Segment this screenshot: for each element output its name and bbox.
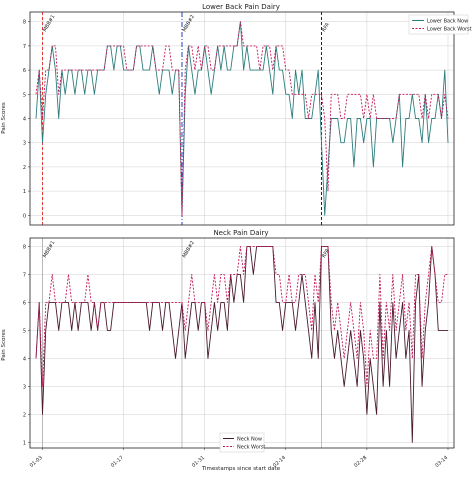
x-tick-label: 03-14 [434,455,449,469]
y-tick-label: 3 [23,141,26,147]
x-axis-label: Timestamps since start date [201,466,281,472]
y-tick-label: 8 [23,244,26,250]
neck-legend: Neck Now Neck Worst [219,432,265,453]
x-tick-label: 01-03 [29,455,44,469]
event-label: RFA [321,247,331,259]
series-line [35,245,448,443]
y-tick-label: 6 [23,68,26,74]
x-tick-label: 02-28 [353,455,368,469]
y-tick-label: 4 [23,356,26,362]
y-tick-label: 8 [23,20,26,26]
y-tick-label: 5 [23,328,26,334]
x-tick-label: 01-17 [110,455,125,469]
neck-title: Neck Pain Dairy [213,229,268,237]
plot-frame [29,237,455,449]
series-line [35,21,449,216]
neck-panel: Neck Pain Dairy Pain Scores Timestamps s… [1,229,455,472]
lower-back-ylabel: Pain Scores [1,102,7,134]
y-tick-label: 7 [23,272,26,278]
event-label: MBB#2 [182,14,196,33]
event-label: MBB#2 [182,240,196,259]
legend-box [219,432,265,453]
y-tick-label: 3 [23,384,26,390]
y-tick-label: 0 [23,213,26,219]
series-line [35,245,448,387]
neck-ylabel: Pain Scores [1,329,7,361]
legend-label-now: Lower Back Now [427,19,468,25]
y-tick-label: 6 [23,300,26,306]
legend-box [408,14,469,35]
y-tick-label: 7 [23,44,26,50]
lower-back-title: Lower Back Pain Dairy [202,3,280,11]
event-label: MBB#1 [42,14,56,33]
y-tick-label: 4 [23,117,26,123]
event-label: MBB#1 [42,240,56,259]
y-tick-label: 2 [23,165,26,171]
lower-back-legend: Lower Back Now Lower Back Worst [408,14,472,35]
y-tick-label: 2 [23,412,26,418]
legend-label-neck-worst: Neck Worst [237,445,265,451]
y-tick-label: 5 [23,92,26,98]
legend-label-neck-now: Neck Now [237,437,262,443]
y-tick-label: 1 [23,440,26,446]
lower-back-panel: Lower Back Pain Dairy Pain Scores Lower … [1,3,472,226]
y-tick-label: 1 [23,189,26,195]
event-label: RFA [321,21,331,33]
legend-label-worst: Lower Back Worst [427,27,472,33]
